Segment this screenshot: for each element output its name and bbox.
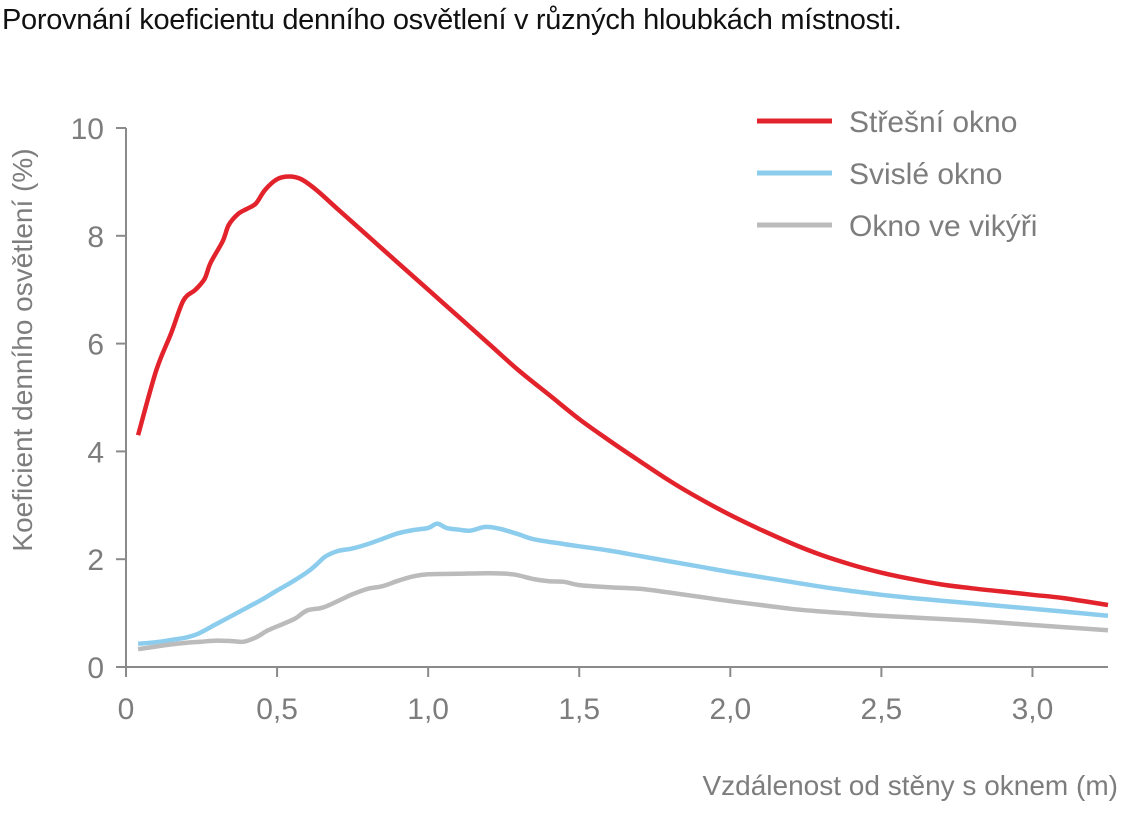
legend-label: Střešní okno <box>849 106 1017 139</box>
chart-title: Porovnání koeficientu denního osvětlení … <box>2 4 902 36</box>
legend-label: Okno ve vikýři <box>849 210 1037 243</box>
legend-label: Svislé okno <box>849 158 1002 191</box>
y-tick-label: 0 <box>87 652 104 685</box>
series-line <box>137 521 1109 647</box>
y-tick-label: 4 <box>87 436 104 469</box>
y-tick-label: 10 <box>71 113 104 146</box>
y-tick-label: 8 <box>87 221 104 254</box>
x-ticks: 0 0,5 1,0 1,5 2,0 2,5 3,0 <box>118 667 1054 726</box>
x-axis-label: Vzdálenost od stěny s oknem (m) <box>702 770 1118 801</box>
y-tick-label: 6 <box>87 329 104 362</box>
series-layer <box>135 174 1109 652</box>
series-line <box>135 174 1109 608</box>
legend: Střešní okno Svislé okno Okno ve vikýři <box>757 106 1037 243</box>
y-axis-label: Koeficient denního osvětlení (%) <box>7 148 38 551</box>
x-tick-label: 0 <box>118 693 135 726</box>
x-tick-label: 2,5 <box>861 693 903 726</box>
y-ticks: 0 2 4 6 8 10 <box>71 113 126 685</box>
x-tick-label: 0,5 <box>256 693 298 726</box>
series-line <box>137 570 1109 652</box>
y-tick-label: 2 <box>87 544 104 577</box>
axes: 0 2 4 6 8 10 0 0,5 1,0 1,5 2,0 2,5 3,0 <box>71 113 1108 726</box>
x-tick-label: 2,0 <box>709 693 751 726</box>
x-tick-label: 3,0 <box>1012 693 1054 726</box>
x-tick-label: 1,0 <box>407 693 449 726</box>
x-tick-label: 1,5 <box>558 693 600 726</box>
